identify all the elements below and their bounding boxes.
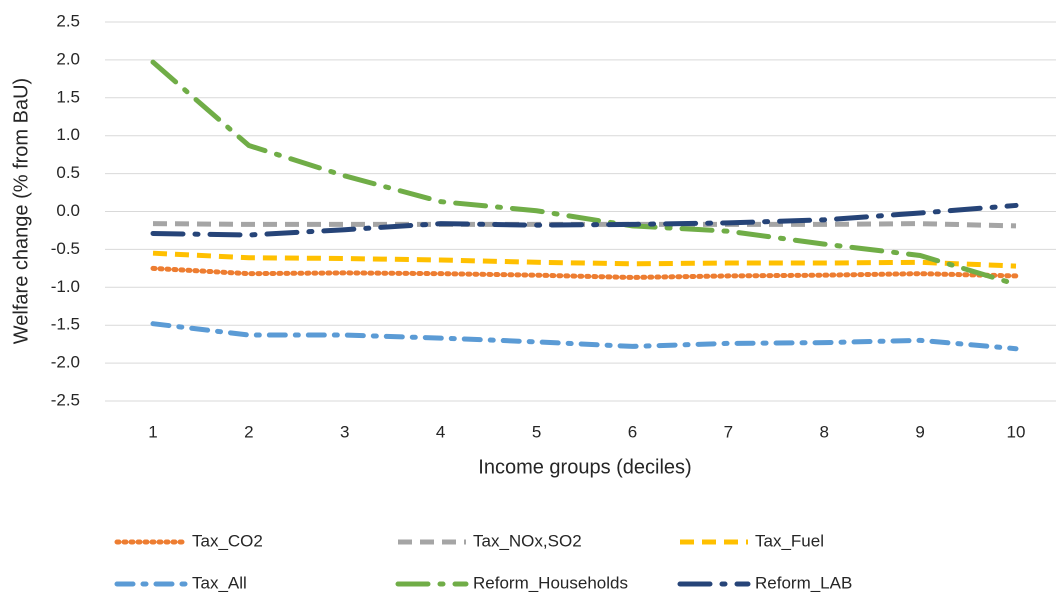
y-tick-label: -1.5: [51, 315, 80, 334]
legend-label: Tax_Fuel: [755, 531, 824, 550]
y-tick-label: 0.5: [56, 163, 80, 182]
data-line: [150, 265, 1019, 280]
data-line: [152, 250, 1017, 269]
x-tick-label: 6: [628, 422, 637, 441]
data-line: [150, 59, 1019, 287]
data-line: [152, 221, 1017, 229]
y-axis-title: Welfare change (% from BaU): [10, 78, 32, 344]
legend-label: Tax_NOx,SO2: [473, 531, 582, 550]
data-line: [150, 321, 1019, 352]
x-tick-label: 2: [244, 422, 253, 441]
x-tick-label: 4: [436, 422, 445, 441]
y-tick-label: 1.0: [56, 125, 80, 144]
legend-label: Tax_CO2: [192, 531, 263, 550]
y-tick-label: -1.0: [51, 277, 80, 296]
y-tick-label: 0.0: [56, 201, 80, 220]
x-tick-label: 9: [915, 422, 924, 441]
y-tick-label: -2.5: [51, 390, 80, 409]
data-line: [150, 202, 1019, 238]
y-tick-label: 1.5: [56, 87, 80, 106]
x-axis-title: Income groups (deciles): [478, 456, 691, 478]
legend-label: Reform_Households: [473, 573, 628, 592]
y-tick-label: -2.0: [51, 353, 80, 372]
legend-label: Reform_LAB: [755, 573, 852, 592]
x-tick-label: 10: [1007, 422, 1026, 441]
y-tick-label: -0.5: [51, 239, 80, 258]
x-tick-label: 7: [724, 422, 733, 441]
y-tick-label: 2.5: [56, 11, 80, 30]
x-tick-label: 8: [819, 422, 828, 441]
x-tick-label: 5: [532, 422, 541, 441]
x-tick-label: 1: [148, 422, 157, 441]
x-tick-label: 3: [340, 422, 349, 441]
y-tick-label: 2.0: [56, 49, 80, 68]
legend-label: Tax_All: [192, 573, 247, 592]
